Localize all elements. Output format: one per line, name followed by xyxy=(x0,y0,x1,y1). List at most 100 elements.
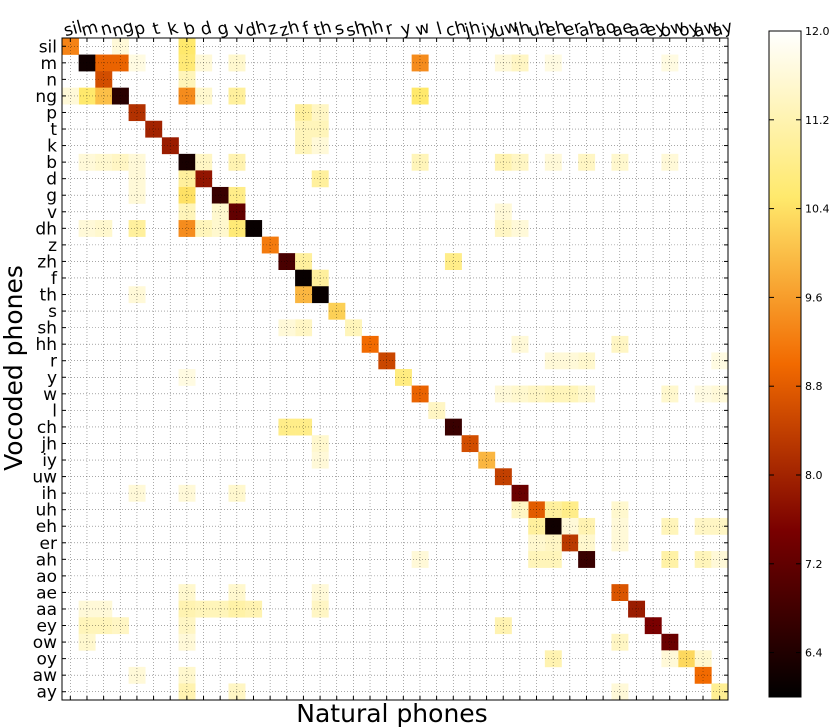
heatmap-cell-ih-ih xyxy=(511,484,529,502)
heatmap-cell-dh-g xyxy=(211,220,229,237)
heatmap-cell-aa-b xyxy=(178,600,196,618)
y-tick-labels: silmnngptkbdgvdhzzhfthsshhhrywlchjhiyuwi… xyxy=(32,37,58,702)
heatmap-cell-ey-m xyxy=(78,617,96,635)
y-tick-label: sil xyxy=(39,37,57,57)
colorbar-tick-label: 11.2 xyxy=(805,114,830,127)
heatmap-cell-sh-f xyxy=(295,319,313,337)
heatmap-cell-b-ow xyxy=(661,153,679,171)
heatmap-cell-sil-sil xyxy=(62,38,79,55)
y-tick-label: dh xyxy=(35,219,57,239)
y-tick-label: iy xyxy=(42,451,57,471)
heatmap-cell-ow-m xyxy=(78,633,96,651)
heatmap-cell-ng-sil xyxy=(62,87,79,105)
heatmap-cell-ng-b xyxy=(178,87,196,105)
heatmap-cell-r-eh xyxy=(544,352,562,370)
colorbar-tick-label: 12.0 xyxy=(805,25,830,38)
heatmap-cell-ay-b xyxy=(178,683,196,701)
heatmap-cell-aa-g xyxy=(211,600,229,618)
heatmap-cell-ng-w xyxy=(411,87,429,105)
heatmap-cell-k-f xyxy=(295,137,313,155)
heatmap-cell-aw-aw xyxy=(694,666,712,684)
y-tick-label: f xyxy=(51,269,58,289)
heatmap-cell-aa-aa xyxy=(628,600,646,618)
x-tick-label: f xyxy=(301,18,313,39)
y-tick-label: aw xyxy=(33,666,57,686)
heatmap-cell-ah-ah xyxy=(578,551,596,568)
x-tick-label: b xyxy=(182,18,198,40)
heatmap-cell-ow-ae xyxy=(611,633,629,651)
heatmap-cell-eh-eh xyxy=(544,517,562,535)
heatmap-cell-oy-aw xyxy=(694,650,712,668)
colorbar-tick-label: 7.2 xyxy=(805,558,823,571)
y-tick-label: ao xyxy=(36,567,57,587)
heatmap-cell-ah-ow xyxy=(661,551,679,568)
colorbar-tick-label: 8.8 xyxy=(805,380,823,393)
y-tick-label: sh xyxy=(37,319,57,339)
heatmap-cell-v-b xyxy=(178,203,196,221)
heatmap-cell-eh-aw xyxy=(694,517,712,535)
heatmap-cell-b-ih xyxy=(511,153,529,171)
heatmap-cell-ah-eh xyxy=(544,551,562,568)
heatmap-cell-ae-ae xyxy=(611,584,629,601)
colorbar-tick-label: 6.4 xyxy=(805,647,823,660)
y-tick-label: v xyxy=(47,203,57,223)
heatmap-cell-aa-n xyxy=(95,600,113,618)
heatmap-cell-n-n xyxy=(95,71,113,88)
y-tick-label: ow xyxy=(33,633,57,653)
y-tick-label: ay xyxy=(37,683,57,703)
y-tick-label: th xyxy=(40,286,57,306)
y-tick-label: n xyxy=(46,70,57,90)
heatmap-cell-dh-dh xyxy=(245,220,263,237)
y-tick-label: y xyxy=(47,368,57,388)
heatmap-cell-g-g xyxy=(211,186,229,204)
y-tick-label: m xyxy=(40,54,57,74)
colorbar-tick-label: 8.0 xyxy=(805,469,823,482)
y-tick-label: z xyxy=(48,236,57,256)
y-tick-label: ae xyxy=(36,583,57,603)
heatmap-cell-zh-f xyxy=(295,253,313,270)
x-tick-label: l xyxy=(434,19,444,40)
heatmap-cell-w-eh xyxy=(544,385,562,403)
heatmap-cell-b-w xyxy=(411,153,429,171)
heatmap-cell-ng-n xyxy=(95,87,113,105)
heatmap-cell-b-m xyxy=(78,153,96,171)
x-axis-label: Natural phones xyxy=(296,699,487,728)
heatmap-cell-dh-n xyxy=(95,220,113,237)
heatmap-cell-oy-eh xyxy=(544,650,562,668)
heatmap-cell-ah-aw xyxy=(694,551,712,568)
x-tick-label: iy xyxy=(480,18,499,41)
heatmap-cell-sh-zh xyxy=(278,319,296,337)
heatmap-cell-iy-iy xyxy=(478,451,496,469)
plot-frame xyxy=(61,37,729,701)
heatmap-cell-d-b xyxy=(178,170,196,188)
heatmap-cell-ih-b xyxy=(178,484,196,502)
heatmap-cell-b-ah xyxy=(578,153,596,171)
heatmap-cell-dh-b xyxy=(178,220,196,237)
x-tick-label: th xyxy=(312,17,334,41)
heatmap-cell-b-eh xyxy=(544,153,562,171)
x-tick-label: sil xyxy=(62,17,85,41)
heatmap-cell-r-ah xyxy=(578,352,596,370)
heatmap-cell-ey-b xyxy=(178,617,196,635)
y-tick-label: ah xyxy=(36,550,57,570)
heatmap-cell-b-ng xyxy=(111,153,129,171)
y-tick-label: d xyxy=(46,170,57,190)
y-tick-label: ey xyxy=(36,617,57,637)
y-tick-label: er xyxy=(40,534,57,554)
heatmap-cell-n-b xyxy=(178,71,196,88)
heatmap-cell-dh-ih xyxy=(511,220,529,237)
heatmap-cell-w-aw xyxy=(694,385,712,403)
x-tick-label: t xyxy=(150,19,162,40)
heatmap-cell-ae-b xyxy=(178,584,196,601)
y-tick-label: r xyxy=(50,352,57,372)
y-tick-label: t xyxy=(50,120,57,140)
heatmap-cell-ch-ch xyxy=(444,418,462,436)
heatmap-cell-w-ow xyxy=(661,385,679,403)
heatmap-cell-ng-ng xyxy=(111,87,129,105)
heatmap-cell-th-f xyxy=(295,286,313,304)
x-tick-label: v xyxy=(232,18,247,40)
heatmap-cell-b-ae xyxy=(611,153,629,171)
y-tick-label: hh xyxy=(35,335,57,355)
heatmap-cell-dh-m xyxy=(78,220,96,237)
colorbar-tick-label: 10.4 xyxy=(805,203,830,216)
